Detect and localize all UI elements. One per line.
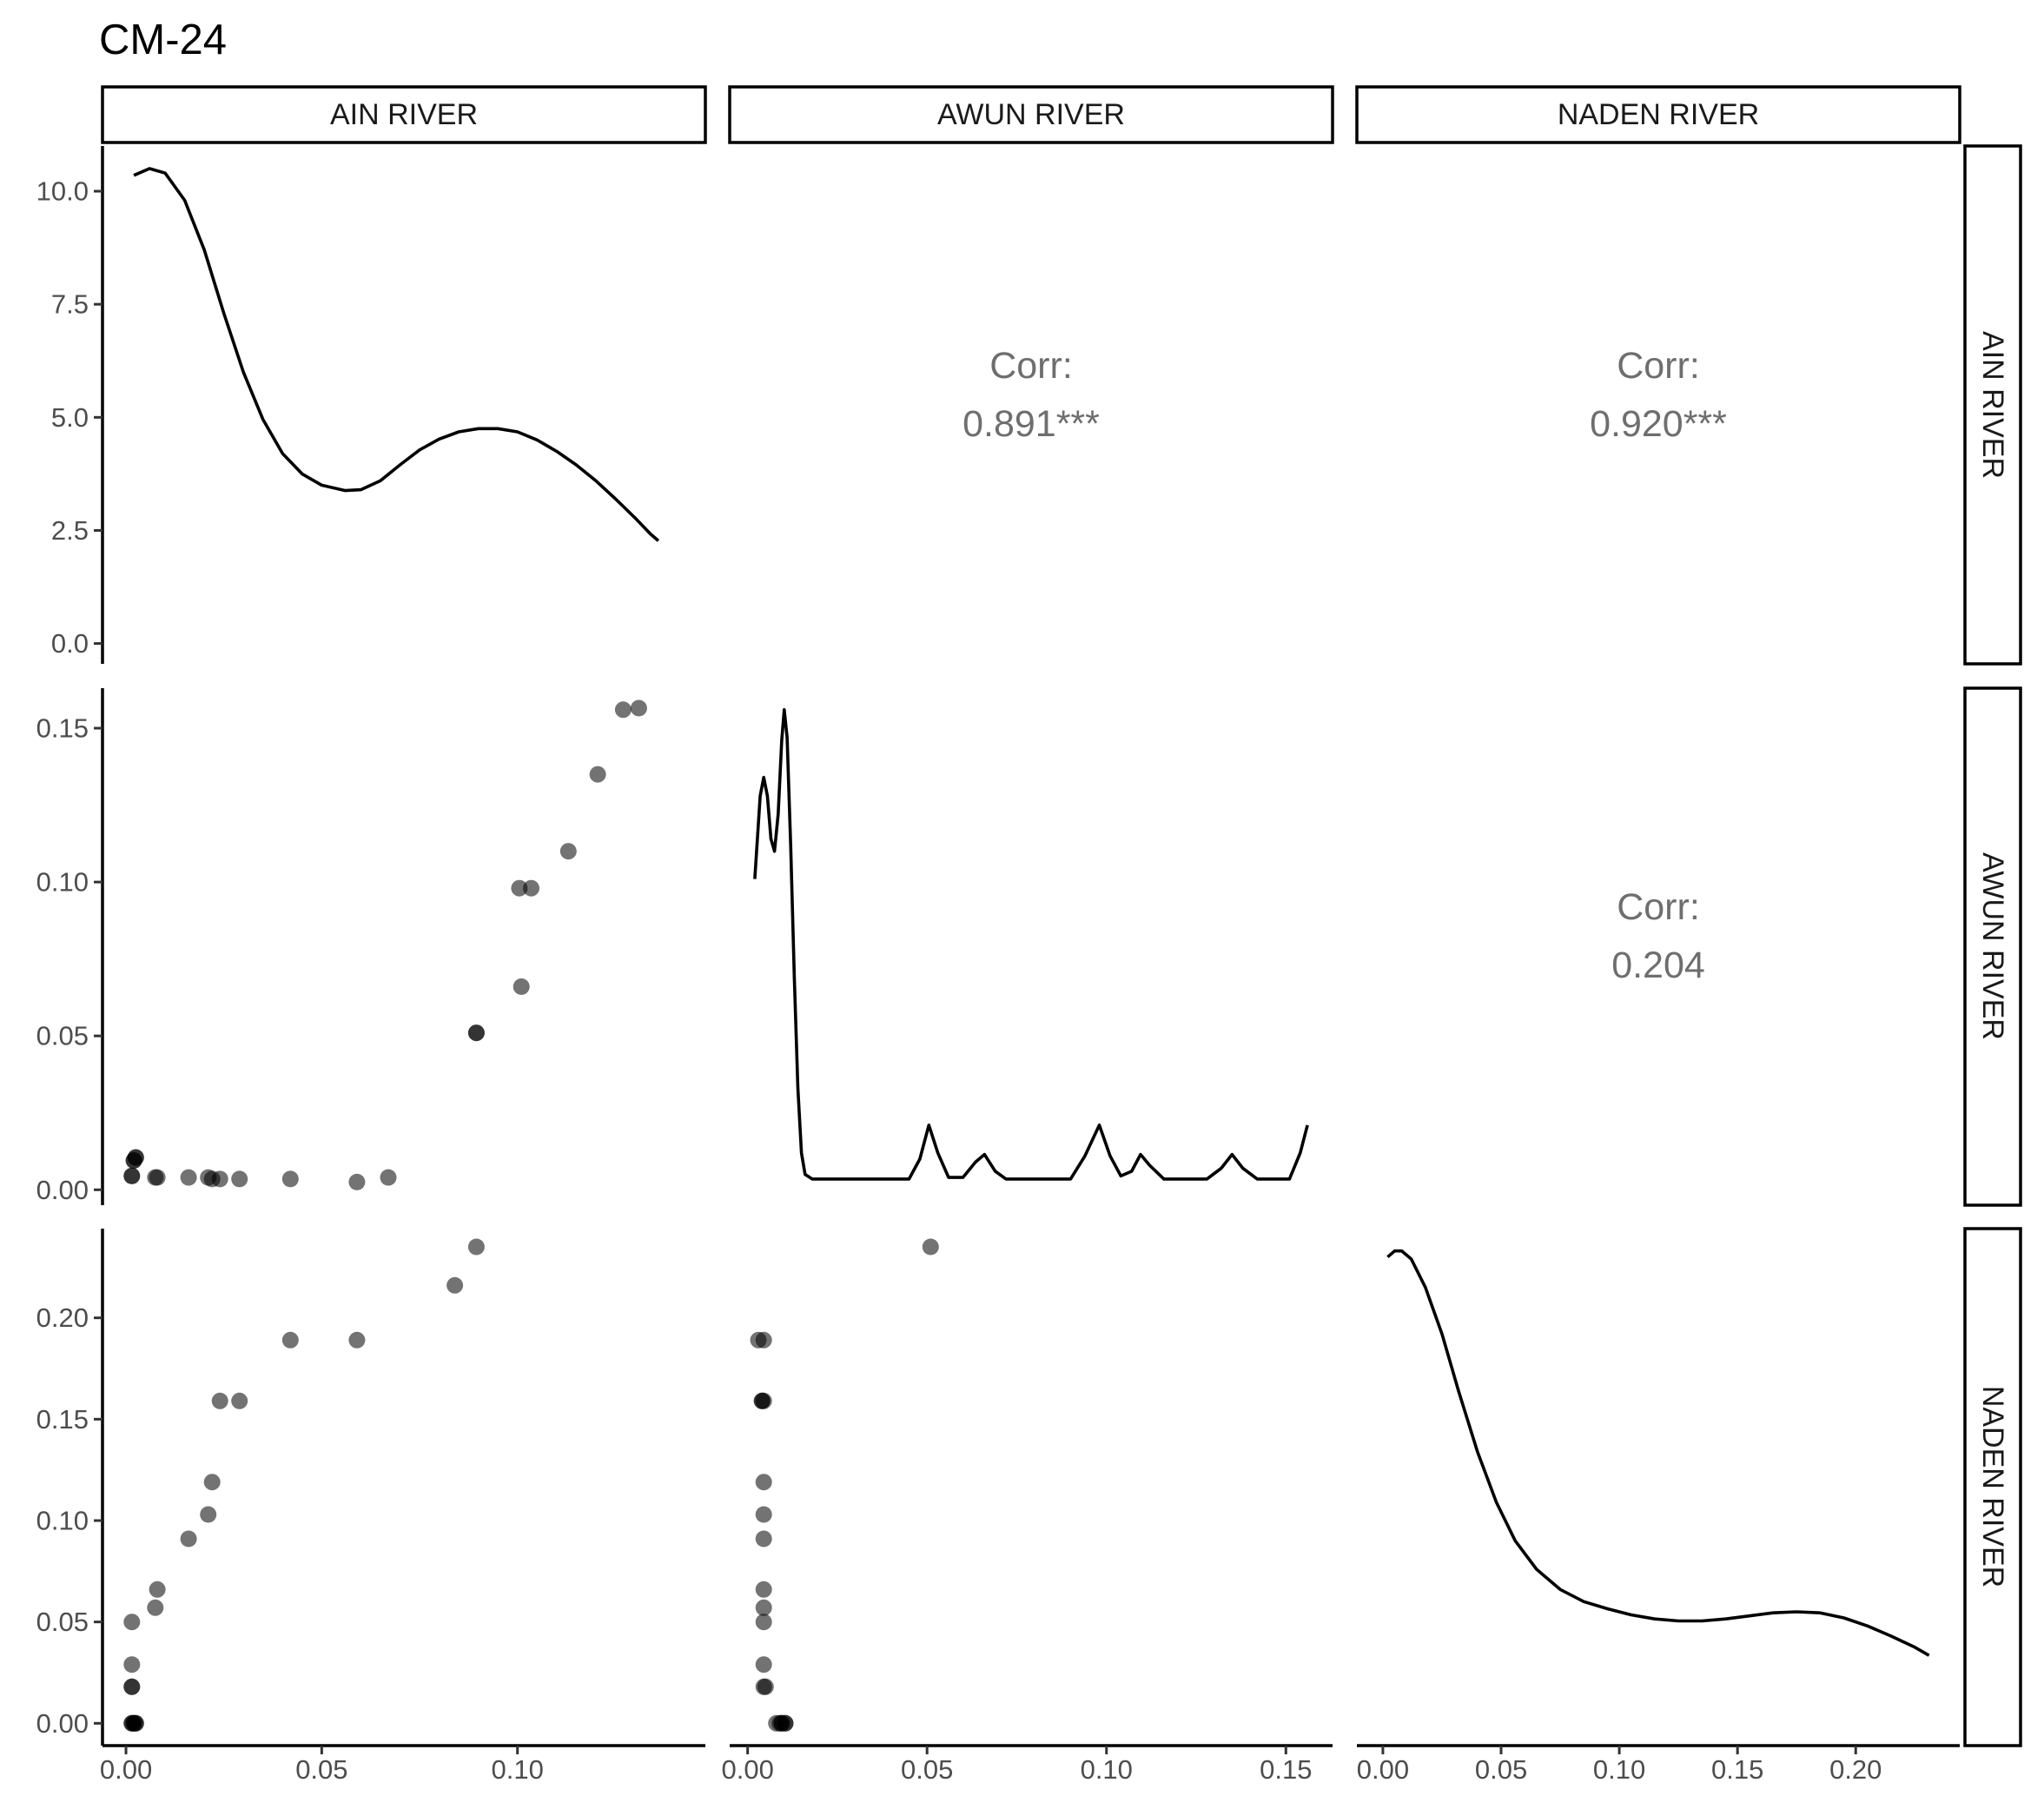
scatter-point: [123, 1614, 140, 1630]
scatter-point: [756, 1332, 772, 1349]
correlation-labels: Corr: 0.891*** Corr: 0.920*** Corr: 0.20…: [962, 345, 1727, 986]
y-tick-label-naden: 0.10: [36, 1506, 89, 1536]
y-tick-label-ain: 2.5: [51, 515, 89, 546]
x-tick-label-naden: 0.10: [1593, 1754, 1645, 1785]
scatter-point: [348, 1174, 365, 1190]
scatter-point: [128, 1150, 144, 1166]
scatter-point: [348, 1332, 365, 1349]
scatter-point: [468, 1239, 485, 1256]
y-tick-label-ain: 5.0: [51, 402, 89, 433]
scatter-point: [123, 1679, 140, 1695]
scatter-point: [447, 1277, 463, 1294]
chart-title: CM-24: [99, 17, 227, 63]
y-tick-label-awun: 0.10: [36, 867, 89, 898]
scatter-point: [756, 1531, 772, 1548]
corr-value-ain-awun: 0.891***: [962, 403, 1100, 445]
y-tick-label-ain: 0.0: [51, 628, 89, 659]
x-tick-label-naden: 0.00: [1357, 1754, 1409, 1785]
x-tick-label-ain: 0.10: [492, 1754, 544, 1785]
scatter-point: [204, 1474, 221, 1490]
row-strip-awun-label: AWUN RIVER: [1976, 852, 2009, 1040]
column-strip-awun-label: AWUN RIVER: [937, 98, 1125, 131]
scatter-point: [212, 1170, 228, 1187]
scatter-point: [773, 1715, 790, 1732]
scatter-point: [128, 1715, 144, 1732]
y-tick-label-awun: 0.05: [36, 1021, 89, 1051]
scatter-point: [513, 978, 530, 995]
y-tick-label-awun: 0.15: [36, 713, 89, 744]
corr-label-ain-naden: Corr:: [1617, 345, 1700, 387]
corr-label-awun-naden: Corr:: [1617, 886, 1700, 928]
scatter-point: [756, 1656, 772, 1673]
column-strip-naden-label: NADEN RIVER: [1558, 98, 1759, 131]
scatter-point: [181, 1531, 197, 1548]
row-strips: AIN RIVER AWUN RIVER NADEN RIVER: [1965, 146, 2021, 1746]
x-tick-label-awun: 0.15: [1260, 1754, 1312, 1785]
density-curve-naden: [1387, 1251, 1928, 1656]
y-tick-label-ain: 10.0: [36, 176, 89, 207]
scatter-point: [200, 1507, 216, 1523]
scatter-point: [756, 1679, 772, 1695]
density-curve-ain: [134, 169, 658, 540]
y-tick-label-naden: 0.20: [36, 1302, 89, 1333]
scatter-point: [756, 1600, 772, 1616]
corr-value-awun-naden: 0.204: [1611, 944, 1705, 986]
x-tick-label-ain: 0.05: [295, 1754, 347, 1785]
scatter-panel-naden-vs-awun: [751, 1239, 939, 1732]
y-tick-label-naden: 0.00: [36, 1708, 89, 1739]
y-tick-label-naden: 0.15: [36, 1404, 89, 1435]
scatter-point: [123, 1168, 140, 1184]
x-tick-label-naden: 0.15: [1711, 1754, 1763, 1785]
scatter-panel-awun-vs-ain: [123, 700, 647, 1190]
scatter-point: [147, 1600, 163, 1616]
x-tick-label-awun: 0.05: [901, 1754, 953, 1785]
scatter-point: [523, 880, 539, 897]
scatter-point: [181, 1170, 197, 1186]
scatter-point: [756, 1614, 772, 1630]
scatter-panel-naden-vs-ain: [123, 1239, 485, 1732]
scatter-point: [590, 766, 606, 783]
y-tick-label-awun: 0.00: [36, 1175, 89, 1205]
scatter-point: [149, 1581, 166, 1598]
scatter-point: [282, 1170, 299, 1187]
scatter-point: [756, 1507, 772, 1523]
scatter-point: [631, 700, 647, 717]
corr-label-ain-awun: Corr:: [989, 345, 1073, 387]
scatter-point: [560, 843, 577, 859]
column-strip-ain-label: AIN RIVER: [330, 98, 478, 131]
scatter-point: [231, 1170, 248, 1187]
row-strip-naden-label: NADEN RIVER: [1976, 1386, 2009, 1587]
scatter-point: [149, 1170, 166, 1186]
y-tick-label-ain: 7.5: [51, 289, 89, 320]
scatter-point: [123, 1656, 140, 1673]
scatter-point: [754, 1393, 771, 1409]
y-tick-label-naden: 0.05: [36, 1607, 89, 1637]
x-tick-label-ain: 0.00: [100, 1754, 152, 1785]
scatter-point: [615, 701, 632, 718]
scatter-point: [923, 1239, 939, 1256]
scatter-point: [756, 1581, 772, 1598]
scatter-point: [756, 1474, 772, 1490]
scatter-point: [468, 1024, 485, 1041]
scatter-point: [231, 1393, 248, 1409]
corr-value-ain-naden: 0.920***: [1590, 403, 1727, 445]
x-tick-label-awun: 0.10: [1081, 1754, 1133, 1785]
scatter-point: [282, 1332, 299, 1349]
column-strips: AIN RIVER AWUN RIVER NADEN RIVER: [103, 87, 1960, 142]
row-strip-ain-label: AIN RIVER: [1976, 331, 2009, 479]
scatter-point: [212, 1393, 228, 1409]
scatter-point: [380, 1170, 397, 1186]
density-curve-awun: [755, 710, 1307, 1179]
x-tick-label-naden: 0.05: [1475, 1754, 1527, 1785]
x-tick-label-naden: 0.20: [1829, 1754, 1882, 1785]
x-tick-label-awun: 0.00: [721, 1754, 773, 1785]
